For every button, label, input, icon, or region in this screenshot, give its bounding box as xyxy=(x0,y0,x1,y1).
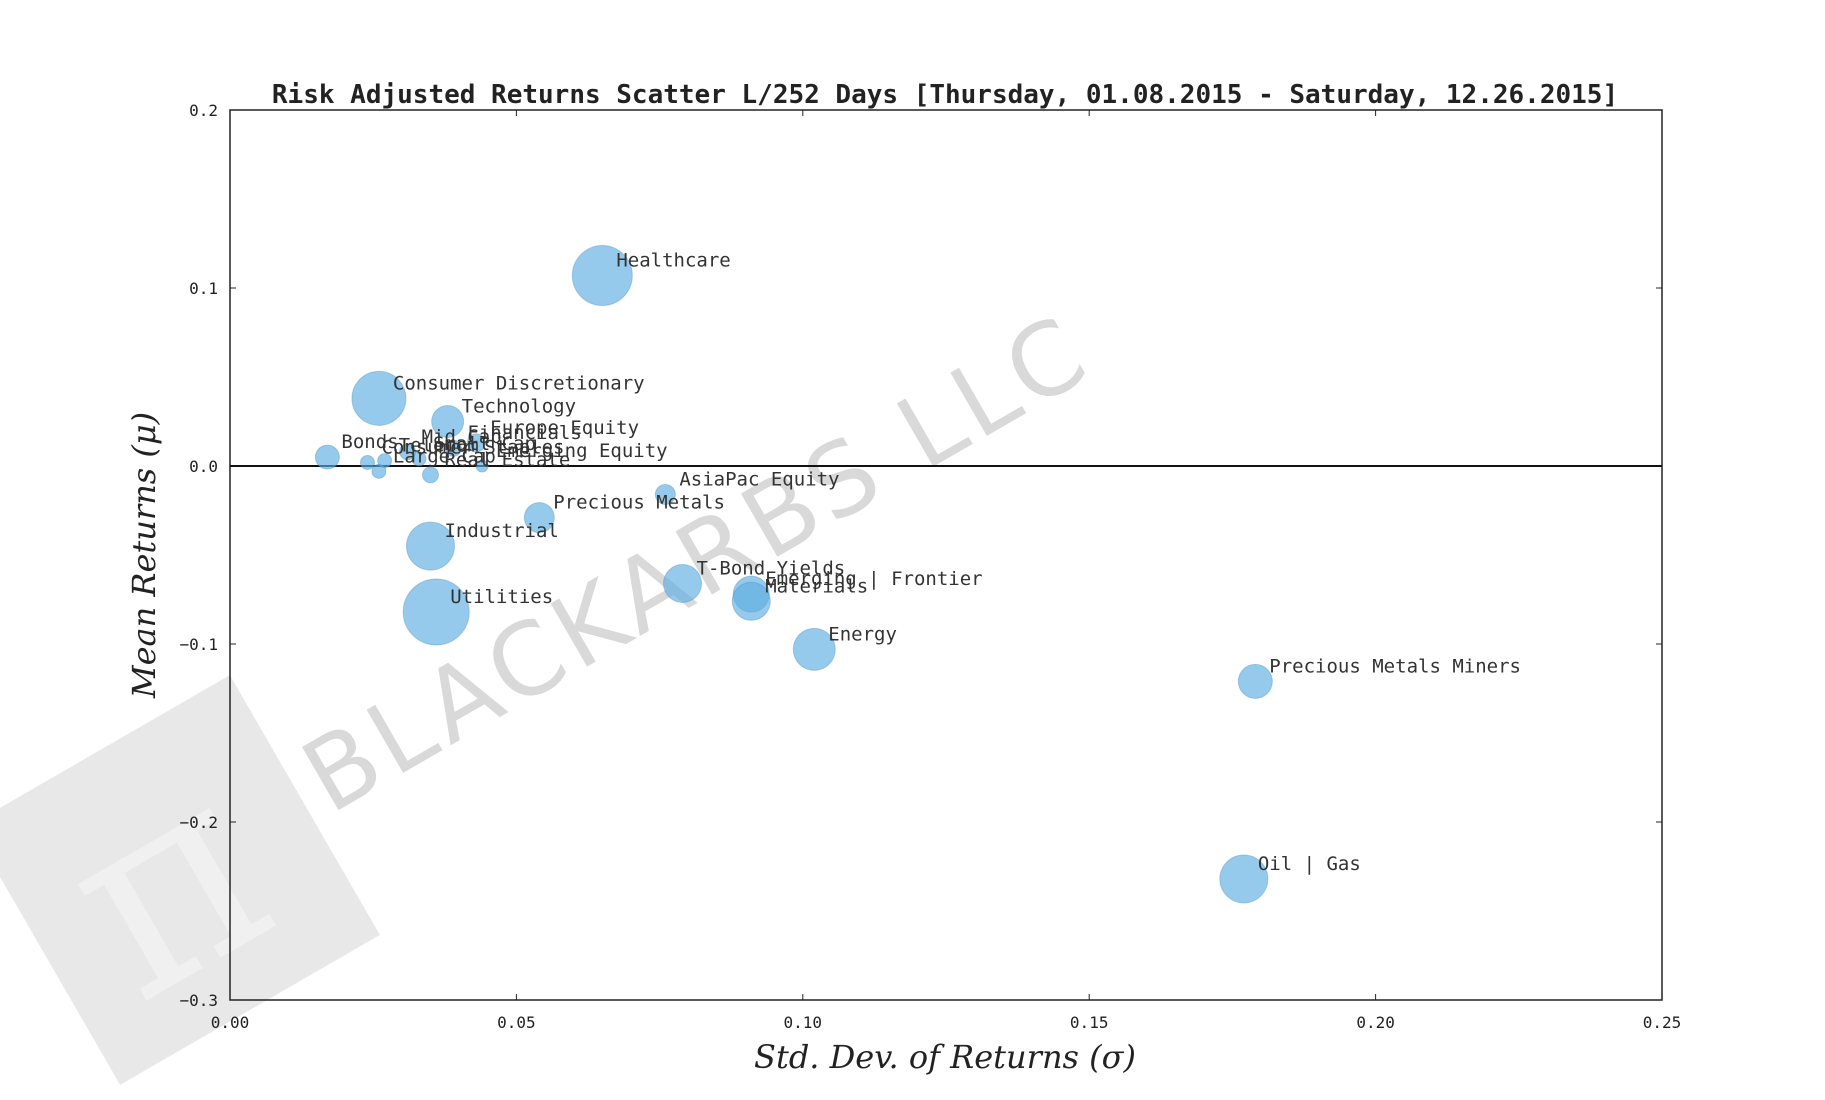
scatter-point xyxy=(359,454,375,470)
x-tick-label: 0.05 xyxy=(497,1013,536,1032)
scatter-points xyxy=(314,245,1273,904)
x-tick-label: 0.10 xyxy=(784,1013,823,1032)
point-label: Materials xyxy=(765,575,868,597)
y-axis-label: Mean Returns (μ) xyxy=(125,412,163,699)
scatter-point xyxy=(399,443,417,461)
point-label: Consumer Staples xyxy=(381,436,564,458)
scatter-point xyxy=(475,459,489,473)
scatter-point xyxy=(663,563,703,603)
point-label: Precious Metals Miners xyxy=(1269,655,1521,677)
point-label: AsiaPac Equity xyxy=(679,468,839,490)
scatter-point xyxy=(421,466,439,484)
point-label: Oil | Gas xyxy=(1258,853,1361,875)
plot-frame xyxy=(229,109,1663,1001)
scatter-point xyxy=(466,433,486,453)
scatter-point xyxy=(1237,663,1273,699)
x-tick-label: 0.20 xyxy=(1356,1013,1395,1032)
scatter-point xyxy=(314,444,340,470)
point-label: Industrial xyxy=(444,520,558,542)
point-label: Consumer Discretionary xyxy=(393,372,645,394)
point-labels: Healthcare Consumer DiscretionaryTechnolo… xyxy=(341,250,1521,875)
scatter-point xyxy=(444,439,462,457)
scatter-point xyxy=(571,245,633,307)
y-tick-label: 0.1 xyxy=(189,279,218,298)
point-label: Utilities xyxy=(450,586,553,608)
scatter-point xyxy=(405,521,455,571)
scatter-point xyxy=(402,578,470,646)
point-label: Real Estate xyxy=(444,449,570,471)
point-label: T-Bond Yields xyxy=(697,557,846,579)
y-tick-label: −0.2 xyxy=(179,813,218,832)
point-label: Precious Metals xyxy=(553,492,725,514)
point-label: Technology xyxy=(462,396,576,418)
scatter-point xyxy=(731,581,771,621)
x-axis-label: Std. Dev. of Returns (σ) xyxy=(754,1038,1136,1076)
scatter-point xyxy=(411,451,427,467)
x-tick-label: 0.15 xyxy=(1070,1013,1109,1032)
point-label: Europe Equity xyxy=(490,417,639,439)
x-tick-label: 0.25 xyxy=(1643,1013,1682,1032)
scatter-point xyxy=(1219,854,1269,904)
point-label: Healthcare xyxy=(616,250,730,272)
chart-title: Risk Adjusted Returns Scatter L/252 Days… xyxy=(272,80,1618,110)
plot-axes: 0.00 0.05 0.10 0.15 0.20 0.25 0.2 0.1 0.0 −0.1 −0.… xyxy=(179,101,1681,1032)
scatter-point xyxy=(792,627,836,671)
point-label: Emerging | Frontier xyxy=(765,568,982,590)
point-label: Financials xyxy=(467,422,581,444)
point-label: Mid Cap xyxy=(422,426,502,448)
point-label: Emerging Equity xyxy=(496,440,668,462)
point-label: Large Cap xyxy=(393,445,496,467)
y-tick-label: −0.3 xyxy=(179,991,218,1010)
scatter-point xyxy=(431,405,465,438)
watermark-logo-box xyxy=(0,675,380,1085)
scatter-point xyxy=(371,463,387,479)
scatter-point xyxy=(654,483,676,505)
y-tick-label: −0.1 xyxy=(179,635,218,654)
point-label: Small Cap xyxy=(433,433,536,455)
point-label: Bonds xyxy=(341,431,398,453)
scatter-point xyxy=(523,502,555,534)
x-tick-label: 0.00 xyxy=(211,1013,250,1032)
scatter-point xyxy=(351,370,407,426)
point-label: Telecom xyxy=(399,435,479,457)
y-tick-label: 0.0 xyxy=(189,457,218,476)
y-tick-label: 0.2 xyxy=(189,101,218,120)
point-label: Energy xyxy=(828,623,897,645)
